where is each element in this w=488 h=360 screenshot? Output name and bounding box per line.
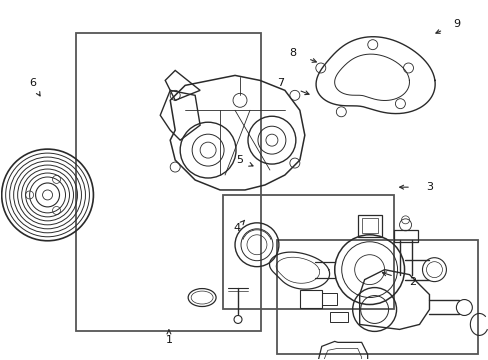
Bar bbox=[223, 195, 393, 310]
Text: 3: 3 bbox=[426, 182, 432, 192]
Text: 4: 4 bbox=[233, 224, 240, 233]
Text: 5: 5 bbox=[236, 155, 243, 165]
Text: 2: 2 bbox=[408, 277, 415, 287]
Bar bbox=[299, 289, 321, 307]
Text: 7: 7 bbox=[277, 78, 284, 88]
Bar bbox=[357, 215, 381, 237]
Text: 9: 9 bbox=[452, 19, 459, 29]
Text: 6: 6 bbox=[29, 78, 36, 88]
Bar bbox=[393, 230, 417, 242]
Text: 1: 1 bbox=[165, 334, 172, 345]
Bar bbox=[76, 32, 261, 332]
Bar bbox=[321, 293, 336, 305]
Bar bbox=[276, 240, 477, 354]
Bar bbox=[361, 218, 377, 233]
Bar bbox=[329, 312, 347, 323]
Text: 8: 8 bbox=[289, 48, 296, 58]
